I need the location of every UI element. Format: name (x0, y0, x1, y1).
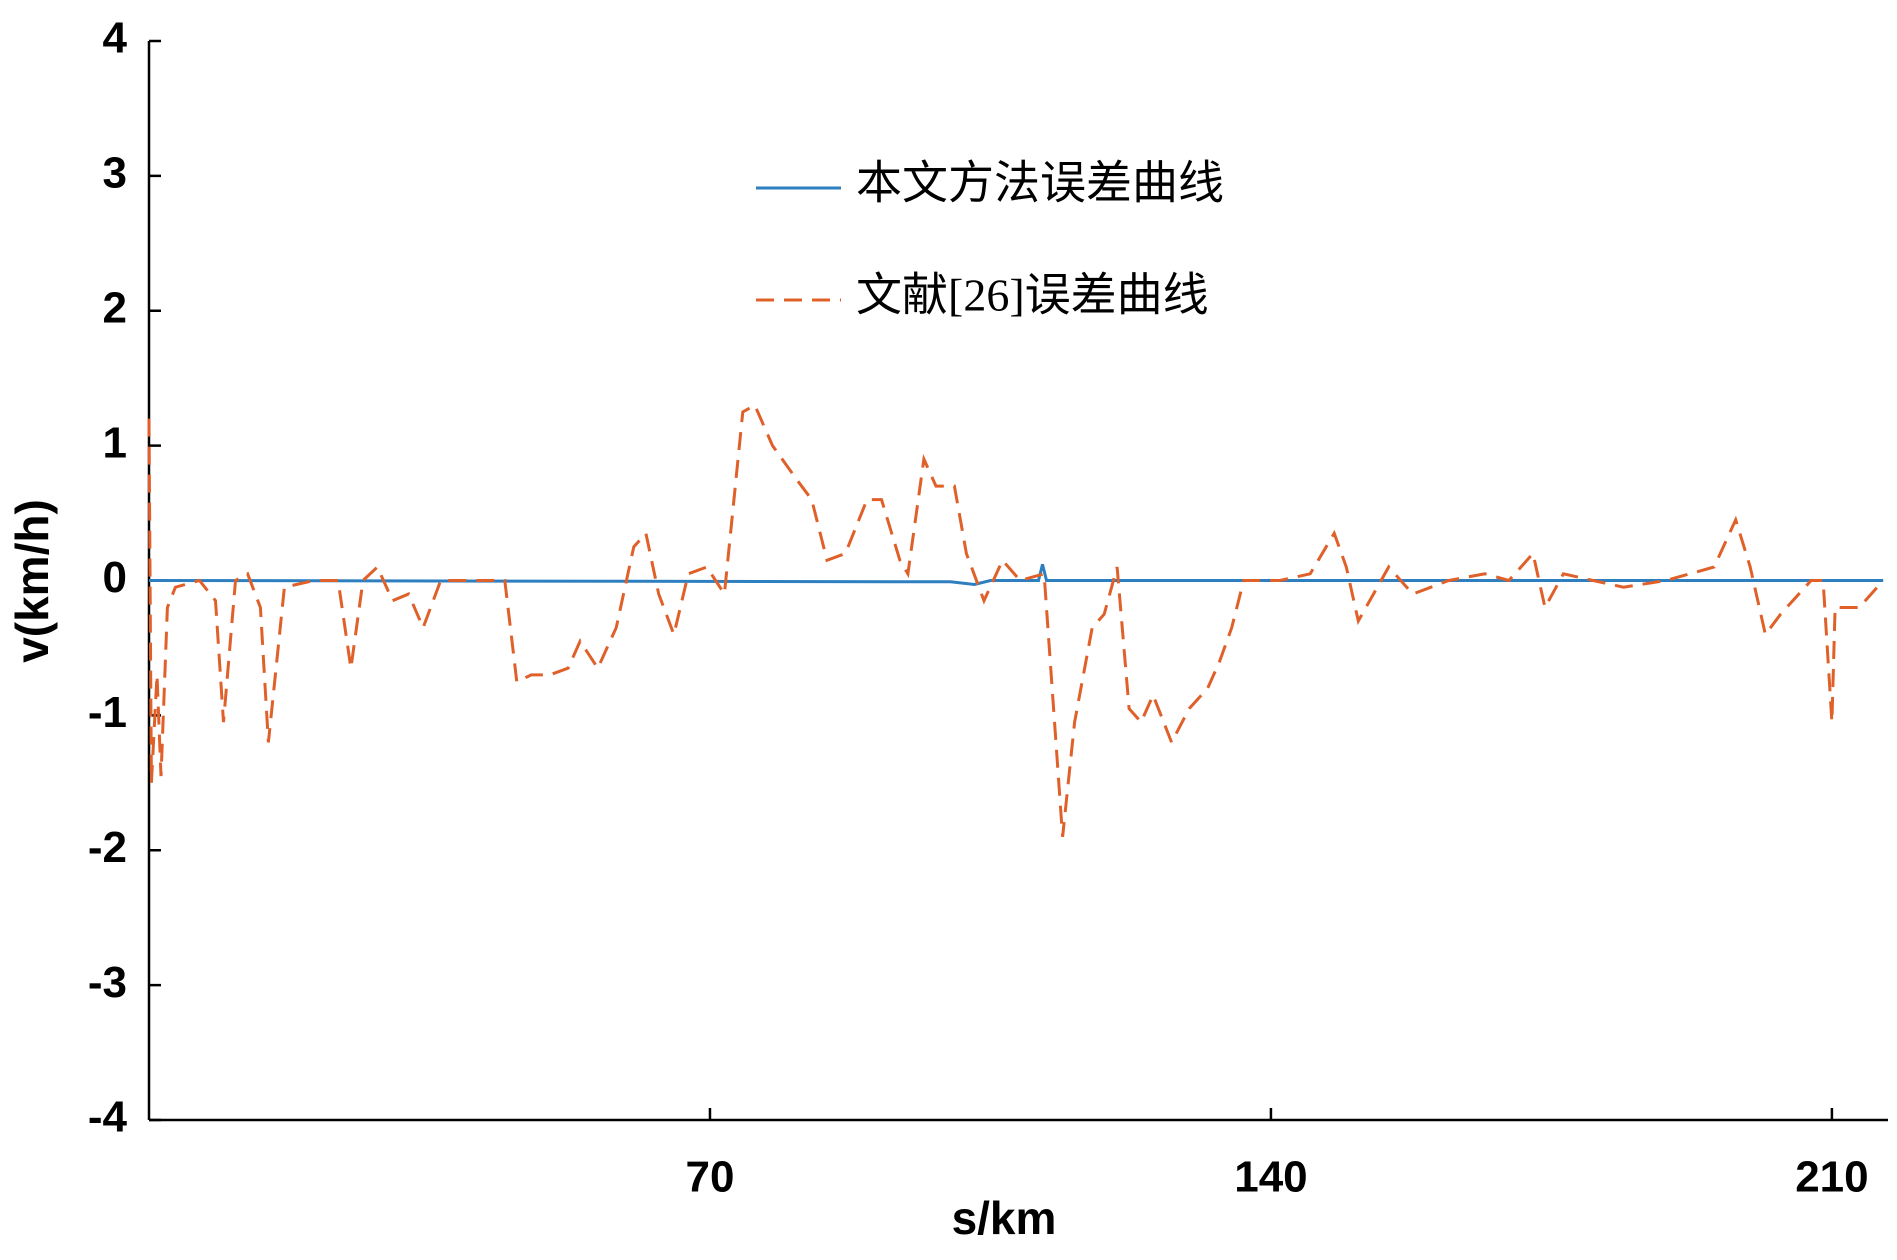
y-tick-label: 0 (103, 553, 127, 602)
y-tick-label: -4 (88, 1093, 128, 1142)
y-tick-label: -3 (88, 958, 127, 1007)
legend-label: 本文方法误差曲线 (856, 158, 1224, 209)
series-line (147, 403, 1885, 837)
x-tick-label: 210 (1795, 1153, 1868, 1202)
y-tick-label: -1 (88, 688, 127, 737)
y-tick-label: 4 (103, 14, 128, 63)
x-tick-label: 70 (685, 1153, 734, 1202)
series-line (148, 563, 1884, 587)
y-tick-label: 1 (103, 418, 127, 467)
y-tick-label: 2 (103, 283, 127, 332)
legend-label: 文献[26]误差曲线 (856, 270, 1209, 321)
y-tick-label: -2 (88, 823, 127, 872)
y-tick-label: 3 (103, 149, 127, 198)
y-axis-label: v(km/h) (6, 499, 58, 663)
x-tick-label: 140 (1234, 1153, 1307, 1202)
x-axis-label: s/km (952, 1192, 1057, 1244)
